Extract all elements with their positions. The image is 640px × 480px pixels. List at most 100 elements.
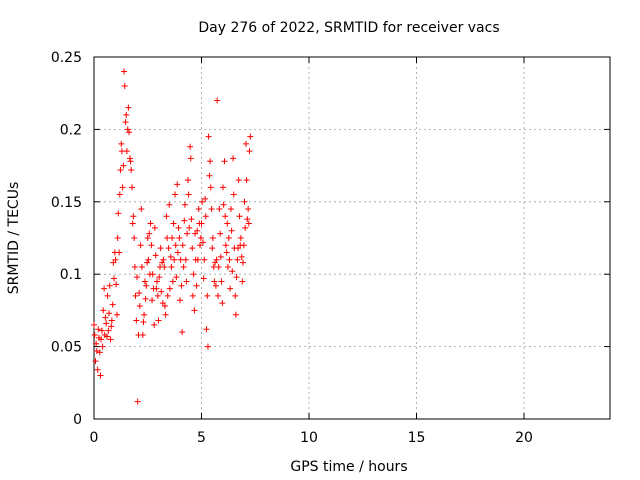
data-point bbox=[137, 242, 144, 249]
data-point bbox=[115, 210, 122, 217]
data-point bbox=[238, 253, 245, 260]
data-point bbox=[172, 242, 179, 249]
data-point bbox=[189, 245, 196, 252]
data-point bbox=[108, 323, 115, 330]
x-tick-label: 15 bbox=[408, 430, 426, 446]
data-point bbox=[218, 278, 225, 285]
data-point bbox=[126, 129, 133, 136]
x-tick-label: 0 bbox=[90, 430, 99, 446]
y-tick-label: 0.15 bbox=[51, 195, 82, 211]
data-point bbox=[141, 278, 148, 285]
data-point bbox=[144, 259, 151, 266]
data-point bbox=[169, 278, 176, 285]
data-point bbox=[142, 295, 149, 302]
data-point bbox=[151, 321, 158, 328]
data-point bbox=[96, 349, 103, 356]
data-point bbox=[131, 235, 138, 241]
data-point bbox=[174, 181, 181, 188]
data-point bbox=[163, 213, 170, 220]
data-point bbox=[180, 263, 187, 270]
data-point bbox=[91, 332, 98, 339]
data-point bbox=[124, 126, 131, 133]
data-point bbox=[159, 259, 166, 266]
data-point bbox=[220, 201, 227, 208]
data-point bbox=[116, 249, 123, 256]
data-point bbox=[209, 235, 216, 241]
data-point bbox=[247, 133, 254, 140]
data-point bbox=[122, 119, 129, 126]
data-point bbox=[226, 256, 233, 263]
data-point bbox=[138, 263, 145, 270]
data-point bbox=[222, 213, 229, 220]
data-point bbox=[121, 68, 128, 75]
data-point bbox=[97, 372, 104, 379]
data-point bbox=[215, 263, 222, 270]
data-point bbox=[93, 340, 100, 347]
y-tick-label: 0.2 bbox=[60, 122, 82, 138]
data-points bbox=[91, 68, 254, 405]
chart-title: Day 276 of 2022, SRMTID for receiver vac… bbox=[198, 20, 499, 36]
data-point bbox=[230, 155, 237, 162]
data-point bbox=[233, 274, 240, 281]
data-point bbox=[152, 252, 159, 259]
data-point bbox=[244, 216, 251, 223]
data-point bbox=[217, 253, 224, 260]
data-point bbox=[206, 172, 213, 179]
data-point bbox=[224, 220, 231, 227]
data-point bbox=[149, 297, 156, 304]
y-tick-label: 0.25 bbox=[51, 50, 82, 66]
plot-frame bbox=[93, 56, 611, 420]
data-point bbox=[134, 274, 140, 281]
data-point bbox=[243, 177, 250, 184]
tick-labels: 0 5 10 15 20 0 0.05 0.1 0.15 0.2 0.25 bbox=[51, 50, 533, 446]
data-point bbox=[95, 326, 102, 333]
data-point bbox=[209, 245, 216, 252]
data-point bbox=[161, 263, 168, 270]
data-point bbox=[114, 235, 121, 241]
data-point bbox=[239, 259, 246, 266]
data-point bbox=[194, 227, 201, 234]
data-point bbox=[176, 235, 183, 241]
data-point bbox=[241, 198, 248, 205]
data-point bbox=[202, 195, 209, 202]
data-point bbox=[221, 158, 228, 165]
data-point bbox=[191, 307, 198, 314]
data-point bbox=[160, 256, 167, 263]
data-point bbox=[94, 366, 101, 373]
data-point bbox=[240, 242, 247, 249]
data-point bbox=[204, 292, 211, 299]
data-point bbox=[207, 184, 214, 191]
data-point bbox=[138, 206, 145, 213]
data-point bbox=[151, 224, 158, 231]
data-point bbox=[188, 216, 195, 223]
data-point bbox=[174, 249, 181, 256]
x-tick-label: 10 bbox=[300, 430, 318, 446]
data-point bbox=[196, 242, 203, 249]
data-point bbox=[123, 111, 130, 118]
data-point bbox=[197, 235, 204, 241]
data-point bbox=[199, 198, 206, 205]
data-point bbox=[178, 282, 185, 289]
data-point bbox=[166, 285, 173, 292]
data-point bbox=[157, 245, 164, 252]
data-point bbox=[219, 300, 226, 307]
data-point bbox=[179, 242, 186, 249]
data-point bbox=[229, 268, 236, 275]
data-point bbox=[140, 318, 147, 325]
data-point bbox=[104, 292, 111, 299]
data-point bbox=[203, 326, 210, 333]
data-point bbox=[212, 259, 219, 266]
data-point bbox=[127, 158, 134, 165]
data-point bbox=[165, 245, 172, 252]
data-point bbox=[121, 82, 128, 89]
data-point bbox=[116, 191, 123, 198]
data-point bbox=[108, 317, 115, 324]
data-point bbox=[148, 242, 155, 249]
data-point bbox=[193, 282, 200, 289]
data-point bbox=[245, 206, 252, 213]
data-point bbox=[245, 220, 252, 227]
data-point bbox=[143, 282, 150, 289]
data-point bbox=[156, 274, 163, 281]
y-tick-label: 0 bbox=[73, 412, 82, 428]
data-point bbox=[189, 292, 196, 299]
